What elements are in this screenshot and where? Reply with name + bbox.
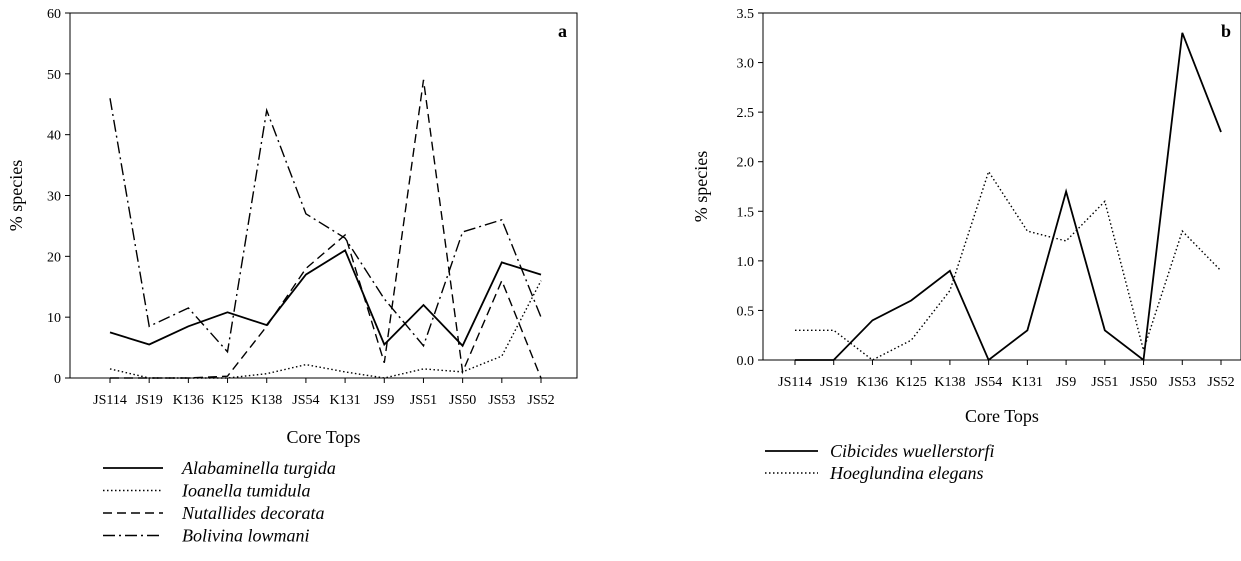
y-tick-label: 3.5: [737, 7, 755, 22]
chart-panel-a: 0 10 20 30 40 50 60 JS114 JS19 K136 K125 K138 JS54 K1…: [6, 7, 578, 546]
y-axis-title: % species: [691, 151, 711, 222]
y-tick-label: 0.0: [737, 354, 755, 369]
x-tick-label: JS114: [778, 375, 812, 390]
y-tick-label: 60: [47, 7, 61, 22]
x-tick-label: K131: [330, 393, 361, 408]
x-tick-label: K131: [1012, 375, 1043, 390]
y-tick-label: 0: [54, 372, 61, 387]
legend-label-2: Hoeglundina elegans: [829, 463, 983, 483]
x-tick-label: JS53: [488, 393, 515, 408]
series-line-4: [109, 98, 542, 354]
plot-frame: [762, 12, 1241, 361]
y-tick-label: 1.5: [737, 205, 755, 220]
x-tick-label: K125: [212, 393, 243, 408]
panel-label: a: [558, 21, 567, 41]
x-tick-label: JS52: [527, 393, 554, 408]
x-tick-label: JS50: [449, 393, 476, 408]
x-tick-label: JS50: [1130, 375, 1157, 390]
legend-label-2: Ioanella tumidula: [181, 481, 311, 501]
x-tick-label: K138: [251, 393, 282, 408]
x-axis-title: Core Tops: [965, 406, 1039, 426]
x-tick-label: JS9: [1056, 375, 1076, 390]
x-tick-label: JS51: [410, 393, 437, 408]
x-tick-label: JS19: [820, 375, 847, 390]
series-line-1: [795, 32, 1222, 362]
legend-label-4: Bolivina lowmani: [182, 526, 310, 546]
x-axis-title: Core Tops: [287, 427, 361, 447]
y-tick-label: 20: [47, 250, 61, 265]
x-tick-label: JS19: [136, 393, 163, 408]
y-tick-label: 50: [47, 68, 61, 83]
series-line-3: [110, 79, 542, 379]
x-tick-label: JS52: [1207, 375, 1234, 390]
y-tick-label: 2.0: [737, 156, 755, 171]
series-line-2: [109, 280, 542, 379]
series-line-1: [109, 248, 542, 348]
y-tick-label: 40: [47, 129, 61, 144]
legend-label-1: Cibicides wuellerstorfi: [830, 441, 995, 461]
x-tick-label: K125: [896, 375, 927, 390]
y-tick-label: 30: [47, 190, 61, 205]
y-tick-label: 10: [47, 311, 61, 326]
x-tick-label: K136: [857, 375, 888, 390]
x-tick-label: JS54: [292, 393, 319, 408]
y-tick-label: 3.0: [737, 57, 755, 72]
panel-label: b: [1221, 21, 1231, 41]
x-tick-label: JS54: [975, 375, 1002, 390]
legend-label-3: Nutallides decorata: [181, 503, 325, 523]
series-line-2: [795, 169, 1222, 361]
y-tick-label: 2.5: [737, 106, 755, 121]
x-tick-label: JS53: [1169, 375, 1196, 390]
x-tick-label: K138: [934, 375, 965, 390]
y-tick-label: 0.5: [737, 304, 755, 319]
x-tick-label: JS114: [93, 393, 127, 408]
x-tick-label: K136: [173, 393, 204, 408]
y-axis-title: % species: [6, 160, 26, 231]
y-tick-label: 1.0: [737, 255, 755, 270]
chart-panel-b: 0.0 0.5 1.0 1.5 2.0 2.5 3.0 3.5 JS114 JS19 K136 K12…: [691, 7, 1241, 483]
plot-frame: [69, 12, 578, 379]
legend-label-1: Alabaminella turgida: [181, 458, 336, 478]
x-tick-label: JS9: [374, 393, 394, 408]
x-tick-label: JS51: [1091, 375, 1118, 390]
